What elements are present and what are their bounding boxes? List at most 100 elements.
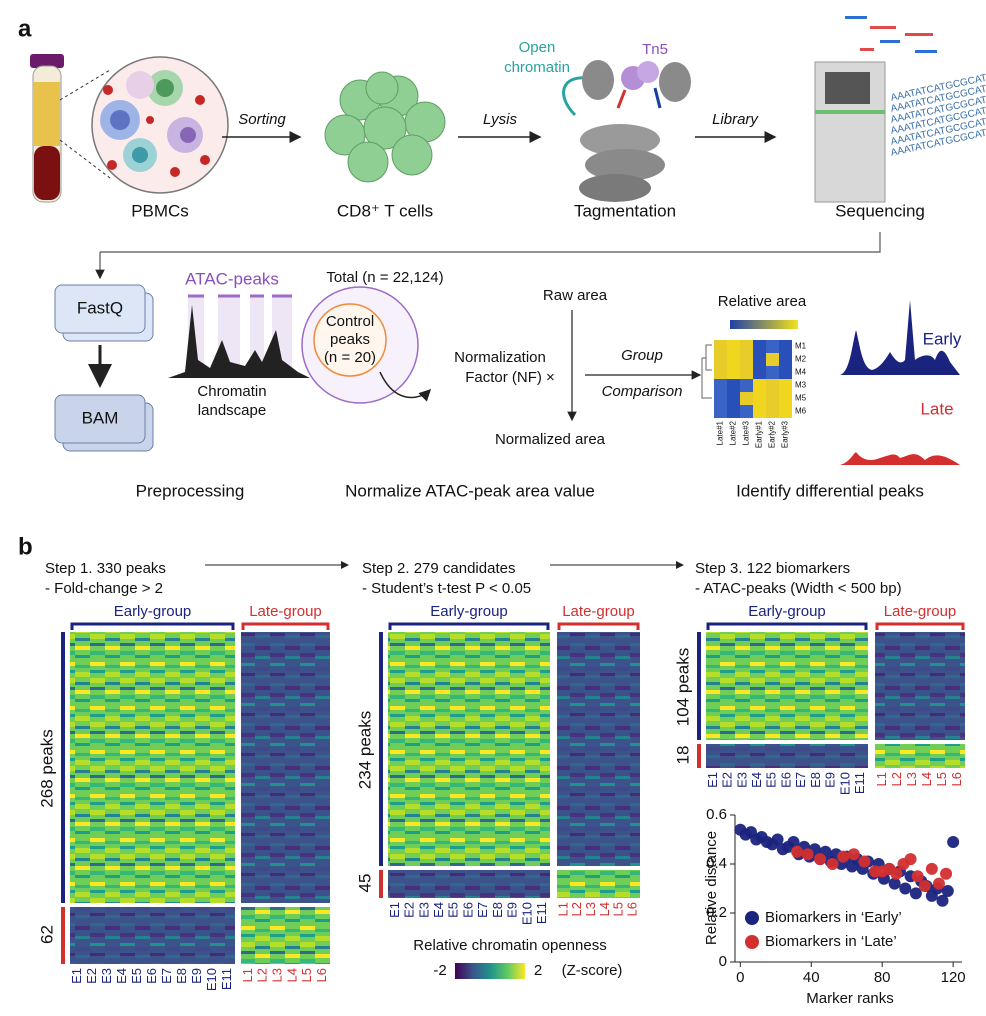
legend-label: Biomarkers in ‘Late’ bbox=[765, 933, 897, 950]
sample-label: E7 bbox=[159, 968, 174, 984]
point bbox=[771, 833, 784, 846]
heatmap-block bbox=[241, 632, 330, 903]
mini-cell bbox=[727, 405, 740, 418]
point bbox=[925, 862, 938, 875]
arrow bbox=[379, 371, 432, 402]
mini-row-label: M6 bbox=[795, 407, 807, 416]
sample-label: E1 bbox=[387, 902, 402, 918]
comparison-label: Comparison bbox=[602, 383, 683, 400]
row-group-bar bbox=[61, 632, 65, 903]
cd8-cells bbox=[324, 71, 446, 183]
mini-cell bbox=[714, 366, 727, 379]
panel-label: b bbox=[18, 533, 33, 560]
total-label: Total (n = 22,124) bbox=[326, 269, 443, 286]
row-group-label: 45 bbox=[355, 874, 374, 893]
group-bar bbox=[875, 622, 965, 630]
row-group-bar bbox=[697, 632, 701, 740]
nf-label: Factor (NF) × bbox=[465, 369, 555, 386]
landscape-label: Chromatin bbox=[197, 383, 266, 400]
sample-label: E9 bbox=[189, 968, 204, 984]
mini-col-label: Late#2 bbox=[729, 420, 738, 445]
group-label: Late-group bbox=[249, 603, 322, 620]
landscape-label: landscape bbox=[198, 402, 266, 419]
fastq-label: FastQ bbox=[77, 298, 123, 317]
bam-label: BAM bbox=[82, 408, 119, 427]
mini-row-label: M5 bbox=[795, 394, 807, 403]
mini-cell bbox=[740, 405, 753, 418]
mini-cell bbox=[740, 353, 753, 366]
arrow-label: Lysis bbox=[483, 111, 517, 128]
sample-label: E10 bbox=[204, 968, 219, 991]
heatmap-block bbox=[706, 744, 868, 768]
connector bbox=[100, 232, 881, 253]
open-chromatin-label: Open bbox=[519, 39, 556, 56]
heatmap-block bbox=[557, 870, 640, 898]
point bbox=[904, 853, 917, 866]
mini-col-label: Early#3 bbox=[781, 420, 790, 448]
y-tick-label: 0.6 bbox=[706, 806, 727, 823]
group-bar bbox=[241, 622, 330, 630]
sample-label: E3 bbox=[734, 772, 749, 788]
mini-cell bbox=[753, 379, 766, 392]
row-group-bar bbox=[697, 744, 701, 768]
mini-cell bbox=[714, 340, 727, 353]
group-bar bbox=[706, 622, 868, 630]
point bbox=[909, 887, 922, 900]
sample-label: E4 bbox=[749, 772, 764, 788]
sample-label: E4 bbox=[431, 902, 446, 918]
row-group-bar bbox=[379, 632, 383, 866]
sample-label: E8 bbox=[808, 772, 823, 788]
mini-cell bbox=[727, 366, 740, 379]
normalized-area-label: Normalized area bbox=[495, 431, 606, 448]
sample-label: E8 bbox=[490, 902, 505, 918]
sample-label: L6 bbox=[625, 902, 640, 916]
heatmap-block bbox=[241, 907, 330, 964]
sample-label: L1 bbox=[240, 968, 255, 982]
sample-label: E6 bbox=[778, 772, 793, 788]
step-title: Step 2. 279 candidates bbox=[362, 560, 515, 577]
color-key bbox=[730, 320, 798, 329]
mini-cell bbox=[753, 366, 766, 379]
stage-label: Tagmentation bbox=[574, 201, 676, 220]
scatter-chart: Relative distance Marker ranks 0 0.2 0.4 0.… bbox=[703, 806, 966, 1007]
control-circle bbox=[313, 303, 387, 377]
control-label: Control bbox=[326, 313, 374, 330]
sample-label: L2 bbox=[569, 902, 584, 916]
point bbox=[791, 845, 804, 858]
mini-cell bbox=[727, 392, 740, 405]
mini-cell bbox=[779, 379, 792, 392]
point bbox=[858, 855, 871, 868]
mini-cell bbox=[753, 353, 766, 366]
sample-label: E5 bbox=[764, 772, 779, 788]
mini-cell bbox=[766, 392, 779, 405]
sample-label: E10 bbox=[519, 902, 534, 925]
colorbar-unit: (Z-score) bbox=[562, 962, 623, 979]
fastq-box bbox=[54, 284, 154, 342]
sample-label: L6 bbox=[314, 968, 329, 982]
y-axis-label: Relative distance bbox=[703, 831, 720, 945]
mini-heatmap: M1 M2 M4 M3 M5 M6 Late#1 Late#2 Late#3 Early#1 Ear… bbox=[701, 340, 807, 448]
point bbox=[814, 853, 827, 866]
mini-row-label: M4 bbox=[795, 368, 807, 377]
point bbox=[890, 867, 903, 880]
sample-label: E7 bbox=[793, 772, 808, 788]
mini-cell bbox=[766, 366, 779, 379]
mini-col-label: Early#2 bbox=[768, 420, 777, 448]
colorbar bbox=[455, 963, 525, 979]
comparison-label: Group bbox=[621, 347, 663, 364]
group-label: Early-group bbox=[430, 603, 508, 620]
heatmap-block bbox=[70, 632, 235, 903]
sample-label: E6 bbox=[460, 902, 475, 918]
point bbox=[847, 848, 860, 861]
point bbox=[936, 894, 949, 907]
sample-label: E3 bbox=[416, 902, 431, 918]
point bbox=[888, 877, 901, 890]
point bbox=[899, 882, 912, 895]
heatmap-block bbox=[875, 632, 965, 740]
caption: Normalize ATAC-peak area value bbox=[345, 481, 595, 500]
mini-row-label: M1 bbox=[795, 342, 807, 351]
point bbox=[940, 867, 953, 880]
sample-label: L2 bbox=[889, 772, 904, 786]
sample-label: E2 bbox=[402, 902, 417, 918]
x-tick-label: 80 bbox=[874, 969, 891, 986]
